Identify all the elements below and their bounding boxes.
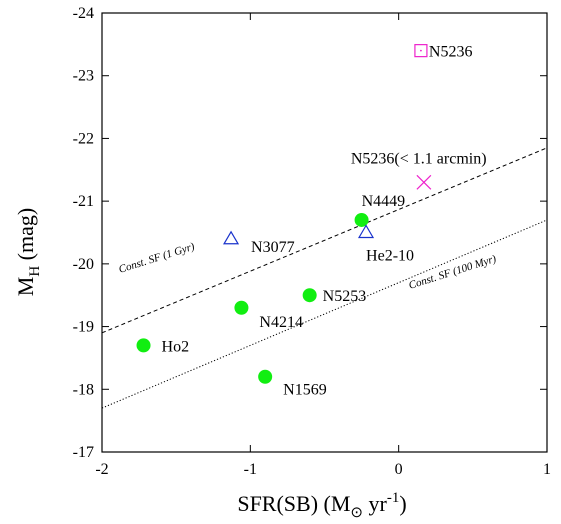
data-point-square [414, 44, 428, 58]
x-axis-title: SFR(SB) (M⊙ yr-1) [237, 490, 406, 521]
x-axis-title-unit: yr [363, 491, 388, 516]
y-axis-title: MH (mag) [13, 208, 43, 296]
data-point-triangle [357, 224, 375, 239]
x-axis-title-sub: ⊙ [350, 505, 363, 521]
y-tick-label: -18 [73, 381, 94, 398]
data-point-circle [136, 338, 151, 353]
fit-line-dashed [102, 147, 547, 334]
data-point-label: N4449 [362, 193, 406, 210]
y-tick-label: -20 [73, 256, 94, 273]
data-point-circle [234, 300, 249, 315]
data-point-label: N4214 [259, 314, 303, 331]
data-point-label: N5253 [323, 288, 367, 305]
fit-line-dotted [102, 219, 547, 409]
x-tick-label: 0 [395, 461, 403, 478]
point-labels: Ho2 N1569 N4214 N5253 N4449 N3077 He2-10 N5236 N… [162, 44, 487, 399]
x-axis-title-main: SFR(SB) (M [237, 491, 350, 516]
y-axis-title-rest: (mag) [13, 208, 38, 266]
plot-frame [101, 12, 548, 453]
data-point-label: He2-10 [366, 248, 414, 265]
x-tick-label: 1 [543, 461, 551, 478]
y-tick-label: -17 [73, 444, 94, 461]
data-point-label: N1569 [283, 382, 327, 399]
y-tick-label: -23 [73, 68, 94, 85]
y-tick-label: -24 [73, 5, 94, 22]
data-point-circle [354, 212, 369, 227]
y-tick-label: -22 [73, 130, 94, 147]
data-point-square-center [420, 49, 422, 52]
data-point-label: N5236 [429, 44, 473, 61]
x-tick-label: -1 [244, 461, 257, 478]
data-point-cross-b [416, 174, 432, 190]
fit-line-label: Const. SF (1 Gyr) [117, 240, 196, 275]
y-axis-title-main: M [13, 277, 38, 297]
x-tick-label: -2 [95, 461, 108, 478]
x-axis-title-close: ) [399, 491, 406, 516]
plot-border [101, 12, 548, 453]
axis-ticks: -2 -1 0 1 -17 -18 -19 -20 -21 -22 -23 -24 [73, 5, 551, 478]
fit-lines: Const. SF (1 Gyr) Const. SF (100 Myr) [102, 147, 547, 409]
y-tick-label: -21 [73, 193, 94, 210]
fit-line-label: Const. SF (100 Myr) [407, 253, 498, 292]
data-point-label: Ho2 [162, 338, 190, 355]
data-point-label: N3077 [251, 239, 295, 256]
y-axis-title-sub: H [27, 266, 43, 277]
y-tick-label: -19 [73, 319, 94, 336]
data-point-label: N5236(< 1.1 arcmin) [351, 150, 487, 167]
data-point-circle [302, 288, 317, 303]
data-point-circle [258, 369, 273, 384]
x-axis-title-sup: -1 [387, 490, 400, 506]
data-point-triangle [223, 230, 240, 245]
data-markers [136, 44, 432, 384]
